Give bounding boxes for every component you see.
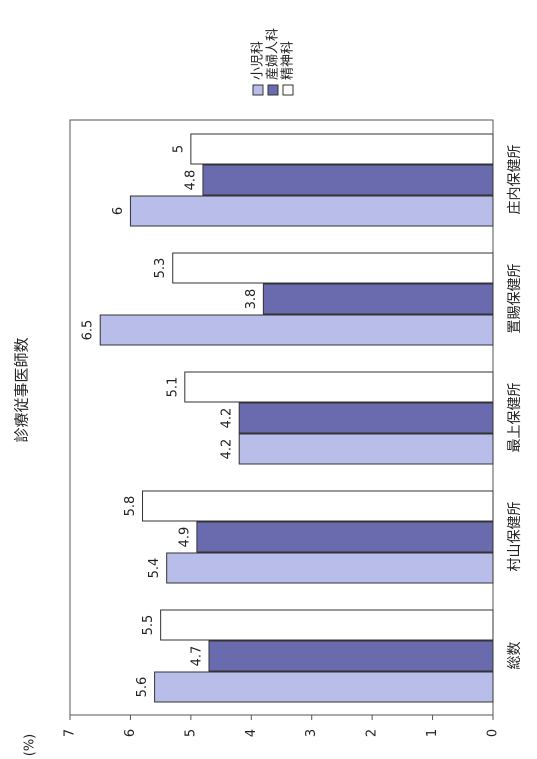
bar (184, 371, 494, 403)
y-tick-label: 5 (183, 729, 198, 737)
data-label: 5.8 (123, 496, 138, 517)
bar (262, 283, 494, 315)
legend-swatch (252, 84, 264, 96)
bar (190, 133, 494, 165)
x-tick-label: 置賜保健所 (507, 264, 523, 334)
y-tick-label: 4 (244, 729, 259, 737)
bar (142, 490, 494, 522)
y-tick-label: 0 (486, 729, 501, 737)
data-label: 4.8 (183, 170, 198, 191)
bar (196, 521, 494, 553)
bar (154, 671, 494, 703)
bar (166, 552, 494, 584)
chart-title: 診療従事医師数 (13, 337, 31, 442)
bar (160, 609, 494, 641)
y-tick-label: 1 (425, 729, 440, 737)
y-tick-label: 7 (63, 729, 78, 737)
data-label: 5.3 (153, 258, 168, 279)
bar (172, 252, 494, 284)
data-label: 3.8 (244, 289, 259, 310)
data-label: 4.7 (189, 646, 204, 667)
data-label: 5.4 (147, 558, 162, 579)
legend-label: 小児科 (251, 41, 266, 80)
data-label: 5.6 (135, 677, 150, 698)
x-tick-label: 庄内保健所 (506, 145, 523, 215)
legend-label: 精神科 (281, 41, 296, 80)
y-tick-label: 3 (304, 729, 319, 737)
data-label: 5.5 (141, 615, 156, 636)
bar (238, 433, 494, 465)
legend-swatch (282, 84, 294, 96)
y-tick-label: 2 (365, 729, 380, 737)
bar (208, 640, 494, 672)
bar (129, 195, 494, 227)
x-tick-label: 村山保健所 (507, 502, 523, 572)
bar (238, 402, 494, 434)
data-label: 5 (171, 145, 186, 153)
y-tick-label: 6 (123, 729, 138, 737)
bar (99, 314, 494, 346)
data-label: 4.2 (220, 439, 235, 460)
x-tick-label: 最上保健所 (507, 383, 523, 453)
data-label: 5.1 (165, 377, 180, 398)
data-label: 6 (111, 207, 126, 215)
y-axis-label: (%) (23, 734, 38, 757)
data-label: 4.9 (177, 527, 192, 548)
rotated-chart: 診療従事医師数 (%) 0 1 2 3 4 5 6 7 総数 5.6 4.7 5.5 村山保健所 5.4 4… (13, 28, 524, 756)
x-tick-label: 総数 (507, 642, 523, 670)
legend-label: 産婦人科 (265, 28, 281, 80)
legend-swatch (267, 84, 279, 96)
data-label: 6.5 (81, 320, 96, 341)
bar (202, 164, 494, 196)
data-label: 4.2 (220, 408, 235, 429)
